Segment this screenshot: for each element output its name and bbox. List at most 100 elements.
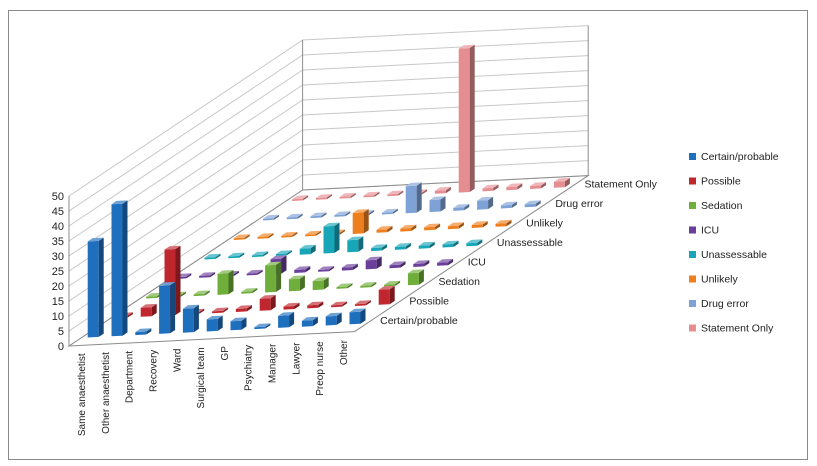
bar-side xyxy=(265,323,271,329)
bar-6-5 xyxy=(381,208,398,215)
bar-front xyxy=(305,234,317,237)
legend-swatch xyxy=(689,300,696,307)
bar-side xyxy=(170,282,176,334)
bar-top xyxy=(553,177,570,182)
bar-front xyxy=(318,269,330,272)
bar-4-6 xyxy=(347,236,364,253)
bar-front xyxy=(111,203,123,337)
bar-top xyxy=(275,250,292,255)
bar-side xyxy=(257,269,263,275)
bar-side xyxy=(276,261,282,292)
z-axis: Certain/probable Possible Sedation ICU Unass… xyxy=(380,178,658,327)
bar-front xyxy=(506,186,518,191)
bar-front xyxy=(418,245,430,249)
bar-2-2 xyxy=(193,290,210,297)
bar-side xyxy=(422,189,428,195)
bar-side xyxy=(151,303,157,317)
bar-front xyxy=(230,320,242,331)
bar-top xyxy=(278,312,295,316)
bar-top xyxy=(318,266,335,270)
bar-0-4 xyxy=(182,304,199,333)
bar-6-0 xyxy=(262,214,279,221)
bar-2-0 xyxy=(146,292,163,299)
bar-5-9 xyxy=(447,222,464,230)
bar-top xyxy=(524,200,541,205)
bar-front xyxy=(437,262,449,266)
bar-side xyxy=(345,211,351,217)
bar-side xyxy=(312,316,318,327)
bar-top xyxy=(413,260,430,264)
bar-top xyxy=(354,300,371,305)
bar-6-7 xyxy=(429,196,446,213)
bar-top xyxy=(146,292,163,297)
bar-6-9 xyxy=(477,196,494,210)
z-tick-label: Statement Only xyxy=(585,178,658,190)
bar-top xyxy=(458,44,475,49)
legend-swatch xyxy=(689,202,696,209)
y-axis: 0 5 10 15 20 25 30 35 40 45 50 xyxy=(52,191,64,353)
bar-top xyxy=(310,212,327,217)
legend-label: Possible xyxy=(701,176,741,188)
bar-front xyxy=(294,269,306,273)
bar-top xyxy=(442,240,459,245)
bar-front xyxy=(292,198,304,201)
bar-front xyxy=(252,254,264,258)
bar-4-8 xyxy=(394,243,411,250)
bar-top xyxy=(334,211,351,216)
bar-top xyxy=(371,244,388,249)
bar-front xyxy=(341,267,353,271)
bar-side xyxy=(239,252,245,258)
z-tick-label: Unlikely xyxy=(526,217,564,229)
bar-side xyxy=(541,182,547,189)
bar-3-8 xyxy=(365,256,382,270)
bar-3-10 xyxy=(413,260,430,267)
bar-side xyxy=(374,191,380,197)
bar-front xyxy=(384,284,396,287)
bar-front xyxy=(323,225,335,254)
bar-5-5 xyxy=(352,209,369,234)
bar-side xyxy=(210,272,216,278)
bar-front xyxy=(352,212,364,234)
bar-4-1 xyxy=(228,252,245,259)
legend-label: Unassessable xyxy=(701,249,767,261)
bar-side xyxy=(180,291,186,297)
bar-side xyxy=(292,231,298,237)
bar-top xyxy=(453,204,470,208)
bar-side xyxy=(204,290,210,296)
z-tick-label: ICU xyxy=(468,256,486,268)
bar-side xyxy=(98,237,104,337)
bar-top xyxy=(254,323,271,328)
bar-side xyxy=(395,280,401,286)
bar-4-5 xyxy=(323,222,340,254)
bar-front xyxy=(87,240,99,338)
bar-side xyxy=(424,260,430,267)
bar-top xyxy=(281,231,298,236)
bar-side xyxy=(252,288,258,294)
bar-top xyxy=(235,305,252,309)
bar-4-3 xyxy=(275,250,292,256)
bar-2-7 xyxy=(312,277,329,291)
bar-top xyxy=(339,192,356,197)
z-tick-label: Certain/probable xyxy=(380,315,458,327)
bar-side xyxy=(215,253,221,259)
bar-top xyxy=(424,223,441,228)
bar-side xyxy=(376,256,382,269)
bar-side xyxy=(464,204,470,211)
bar-top xyxy=(241,288,258,292)
bar-0-8 xyxy=(278,312,295,328)
bar-front xyxy=(347,239,359,253)
bar-front xyxy=(405,185,417,214)
bar-front xyxy=(312,280,324,291)
bar-side xyxy=(310,244,316,255)
bar-front xyxy=(233,237,245,240)
legend-swatch xyxy=(689,275,696,283)
x-tick-label: Preop nurse xyxy=(315,341,326,396)
bar-side xyxy=(263,251,269,257)
y-tick-label: 20 xyxy=(52,281,64,293)
bar-front xyxy=(524,203,536,208)
bar-front xyxy=(262,218,274,221)
bar-top xyxy=(257,233,274,237)
bar-top xyxy=(262,214,279,219)
bar-top xyxy=(312,277,329,282)
bar-top xyxy=(363,191,380,196)
